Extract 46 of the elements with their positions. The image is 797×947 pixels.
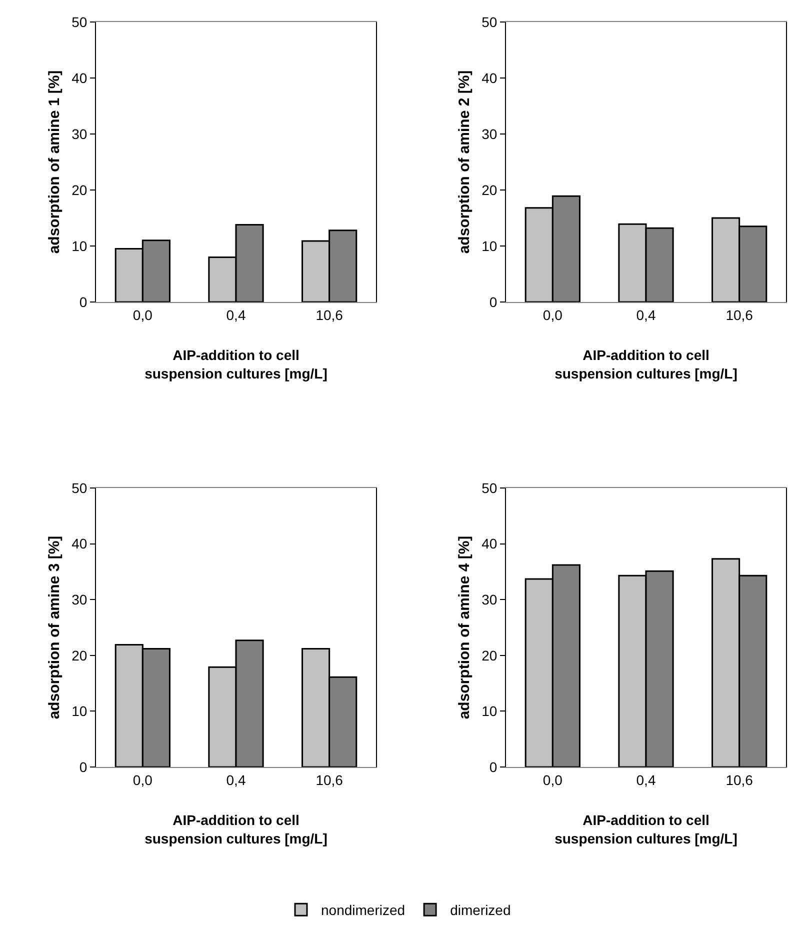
legend-label: nondimerized [321, 902, 406, 918]
y-tick-label: 10 [482, 238, 498, 254]
x-tick-label: 0,0 [132, 306, 153, 323]
x-axis-title: AIP-addition to cell suspension cultures [mg/L] [144, 347, 328, 382]
x-axis-title: AIP-addition to cell suspension cultures [mg/L] [144, 812, 328, 846]
y-tick-label: 40 [482, 70, 498, 86]
x-tick-label: 10,6 [316, 306, 344, 323]
y-tick-label: 0 [79, 758, 88, 775]
x-tick-label: 0,4 [226, 306, 246, 323]
y-tick-label: 0 [489, 758, 498, 775]
y-tick-label: 20 [72, 182, 88, 198]
y-tick-label: 20 [482, 182, 498, 198]
y-tick-label: 30 [72, 126, 88, 142]
x-axis-title: AIP-addition to cell suspension cultures [mg/L] [554, 347, 738, 382]
x-tick-label: 10,6 [726, 772, 754, 788]
x-tick-label: 0,0 [132, 772, 153, 788]
y-tick-label: 20 [482, 647, 498, 664]
y-tick-label: 40 [72, 70, 88, 86]
y-tick-label: 30 [72, 592, 88, 608]
y-tick-label: 0 [79, 294, 88, 310]
y-tick-label: 10 [482, 703, 498, 720]
x-tick-label: 0,4 [636, 772, 656, 788]
y-axis-title: adsorption of amine 4 [%] [456, 536, 473, 720]
y-tick-label: 30 [482, 126, 498, 142]
y-tick-label: 30 [482, 592, 498, 608]
y-tick-label: 40 [72, 536, 88, 552]
y-tick-label: 10 [72, 703, 88, 720]
y-tick-label: 40 [482, 536, 498, 552]
y-axis-title: adsorption of amine 1 [%] [46, 70, 63, 254]
x-tick-label: 10,6 [726, 306, 754, 323]
x-tick-label: 0,0 [542, 772, 563, 788]
x-axis-title: AIP-addition to cell suspension cultures [mg/L] [554, 812, 738, 846]
x-tick-label: 0,4 [226, 772, 246, 788]
y-axis-title: adsorption of amine 2 [%] [456, 70, 473, 254]
x-tick-label: 0,4 [636, 306, 656, 323]
x-tick-label: 10,6 [316, 772, 344, 788]
y-tick-label: 20 [72, 647, 88, 664]
y-tick-label: 50 [72, 14, 88, 30]
y-axis-title: adsorption of amine 3 [%] [46, 536, 63, 720]
y-tick-label: 10 [72, 238, 88, 254]
y-tick-label: 50 [482, 14, 498, 30]
y-tick-label: 50 [72, 480, 88, 496]
y-tick-label: 50 [482, 480, 498, 496]
y-tick-label: 0 [489, 294, 498, 310]
legend-label: dimerized [450, 902, 511, 918]
x-tick-label: 0,0 [542, 306, 563, 323]
